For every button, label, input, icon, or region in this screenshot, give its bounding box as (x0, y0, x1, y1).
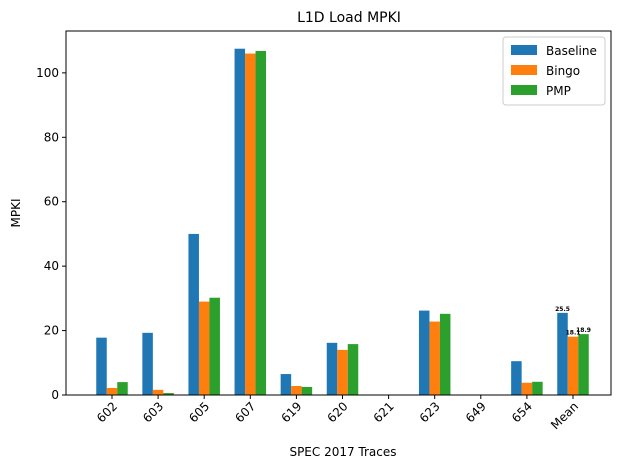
bar-bingo-602 (106, 387, 118, 395)
bar-baseline-619 (280, 374, 292, 395)
legend-swatch-baseline (511, 45, 537, 55)
legend-label-baseline: Baseline (546, 44, 597, 58)
y-axis: 0 20 40 60 80 100 (36, 66, 66, 402)
bar-bingo-603 (152, 389, 164, 395)
bar-baseline-603 (142, 332, 153, 395)
bar-pmp-654 (532, 381, 543, 395)
legend-swatch-bingo (511, 65, 537, 75)
bar-baseline-mean (557, 312, 568, 395)
data-label-pmp-mean: 18.9 (576, 327, 591, 334)
y-tick-label: 80 (44, 130, 59, 144)
bar-pmp-602 (117, 382, 128, 395)
bar-bingo-607 (245, 53, 256, 396)
legend-label-bingo: Bingo (546, 64, 580, 78)
legend-swatch-pmp (511, 85, 537, 95)
bar-pmp-623 (439, 313, 451, 395)
data-label-bingo-mean: 18.1 (566, 330, 581, 337)
bar-baseline-623 (418, 310, 430, 395)
data-labels-group: 25.5 18.118.9 (555, 306, 591, 337)
bar-baseline-605 (188, 233, 199, 395)
bar-baseline-602 (96, 337, 107, 395)
legend-label-pmp: PMP (546, 84, 571, 98)
plot-frame (65, 30, 612, 396)
bar-pmp-mean (578, 334, 589, 395)
bar-pmp-607 (255, 50, 267, 395)
bar-bingo-620 (337, 349, 348, 395)
data-label-baseline-mean: 25.5 (555, 306, 570, 313)
y-axis-label: MPKI (9, 199, 23, 228)
bars-group (96, 48, 589, 396)
y-tick-label: 40 (44, 259, 59, 273)
bar-pmp-620 (347, 344, 359, 395)
y-tick-label: 20 (44, 324, 59, 338)
y-tick-label: 60 (44, 195, 59, 209)
y-tick-label: 0 (51, 388, 59, 402)
legend: Baseline Bingo PMP (502, 36, 606, 106)
y-tick-label: 100 (36, 66, 59, 80)
bar-bingo-605 (198, 301, 210, 395)
bar-bingo-619 (291, 385, 302, 395)
bar-baseline-607 (234, 48, 246, 395)
bar-pmp-603 (163, 393, 174, 395)
bar-pmp-605 (209, 297, 220, 395)
bar-pmp-619 (301, 386, 313, 395)
bar-bingo-654 (521, 382, 533, 395)
bar-baseline-654 (511, 361, 522, 395)
bar-bingo-mean (567, 336, 579, 395)
chart-title: L1D Load MPKI (297, 10, 401, 26)
x-axis-label: SPEC 2017 Traces (289, 445, 396, 459)
bar-bingo-623 (429, 321, 440, 395)
bar-baseline-620 (326, 342, 338, 395)
